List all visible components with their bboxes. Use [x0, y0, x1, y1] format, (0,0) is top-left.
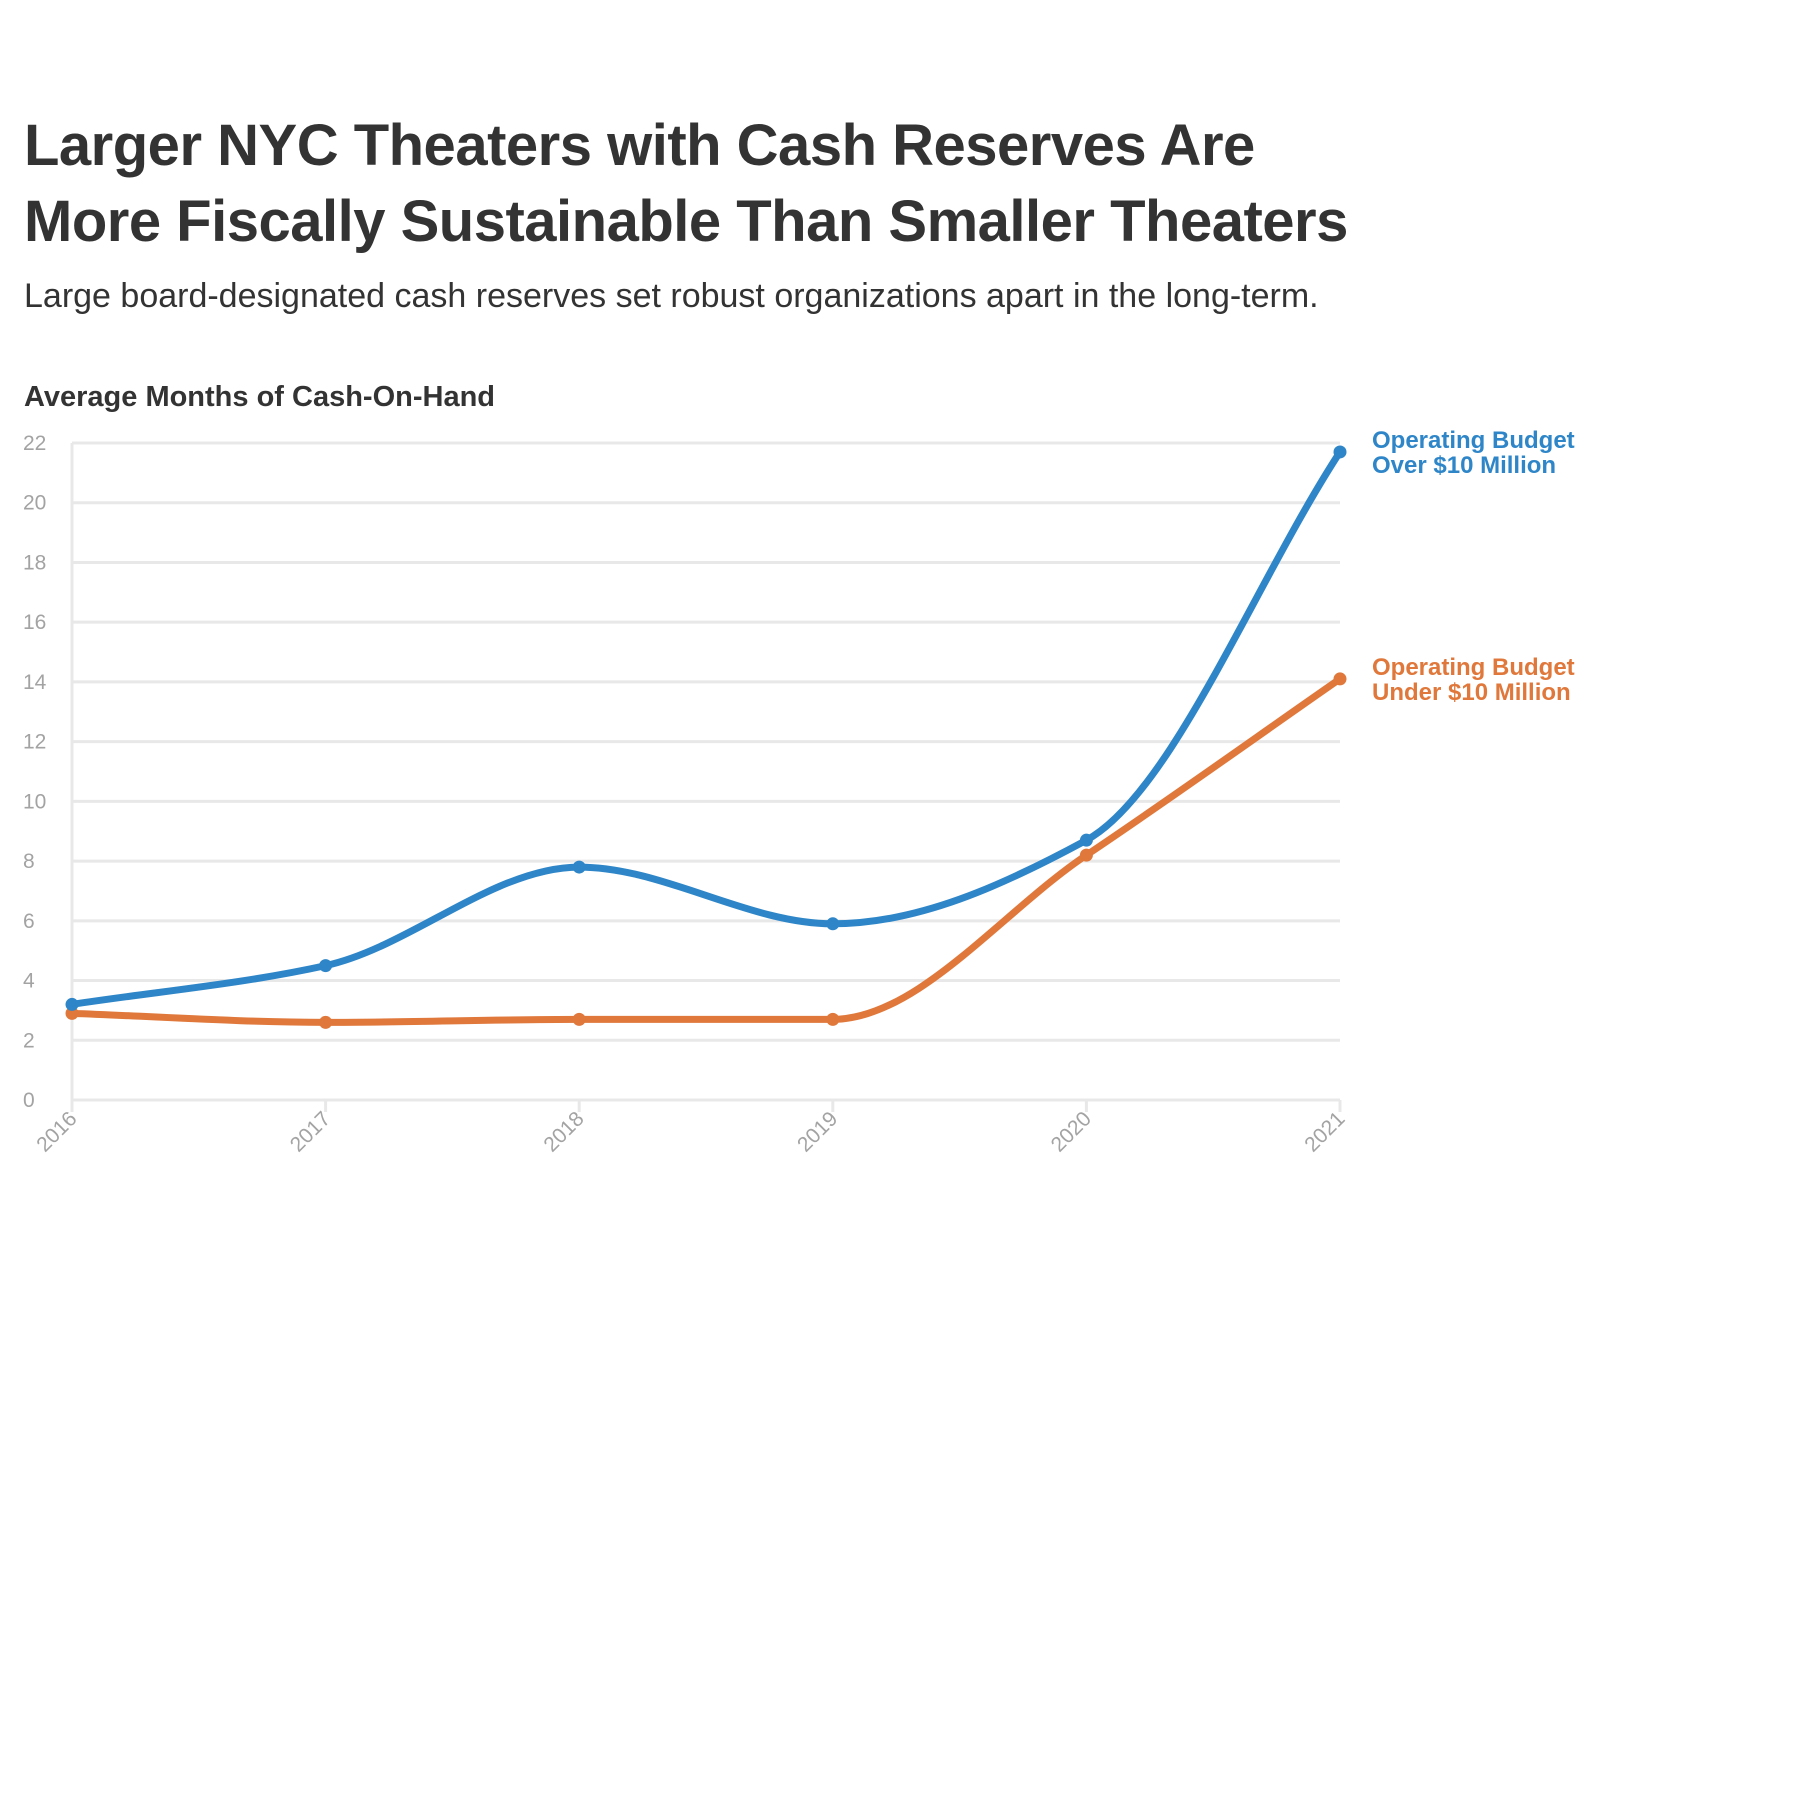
data-point-over-10m: [1333, 445, 1347, 459]
data-point-under-10m: [319, 1015, 333, 1029]
x-tick-label: 2021: [1300, 1107, 1349, 1156]
y-tick-label: 18: [23, 551, 46, 574]
y-tick-label: 16: [23, 611, 46, 634]
data-point-over-10m: [319, 959, 333, 973]
data-point-under-10m: [65, 1006, 79, 1020]
chart-title-line-1: Larger NYC Theaters with Cash Reserves A…: [24, 113, 1255, 178]
y-tick-label: 2: [23, 1029, 35, 1052]
data-point-under-10m: [572, 1012, 586, 1026]
y-tick-label: 12: [23, 731, 46, 754]
chart-title-line-2: More Fiscally Sustainable Than Smaller T…: [24, 189, 1348, 254]
data-point-over-10m: [65, 997, 79, 1011]
y-tick-label: 22: [23, 432, 46, 455]
x-tick-label: 2019: [793, 1107, 842, 1156]
y-tick-label: 8: [23, 850, 35, 873]
y-tick-label: 4: [23, 970, 35, 993]
series-label-line: Operating Budget: [1372, 427, 1575, 454]
y-tick-label: 20: [23, 492, 46, 515]
data-point-over-10m: [1079, 833, 1093, 847]
x-tick-label: 2020: [1047, 1107, 1096, 1156]
x-tick-label: 2018: [539, 1107, 588, 1156]
gridlines: [72, 441, 1340, 1102]
series-labels: Operating Budget Under $10 MillionOperati…: [1372, 427, 1575, 706]
y-tick-label: 0: [23, 1089, 35, 1112]
data-point-under-10m: [1079, 848, 1093, 862]
data-point-over-10m: [826, 917, 840, 931]
chart-title: Larger NYC Theaters with Cash Reserves A…: [24, 108, 1524, 260]
data-point-over-10m: [572, 860, 586, 874]
series-label-line: Over $10 Million: [1372, 452, 1556, 479]
x-tick-label: 2016: [32, 1107, 81, 1156]
series-lines: [65, 445, 1347, 1029]
data-point-under-10m: [826, 1012, 840, 1026]
y-axis-title: Average Months of Cash-On-Hand: [24, 381, 495, 413]
x-tick-label: 2017: [286, 1107, 335, 1156]
axes: 0 2 4 6 8 10 12 14 16 18 20 22 2016 2017 2018 2019 2020 2…: [23, 432, 1350, 1157]
chart-subtitle: Large board-designated cash reserves set…: [24, 277, 1319, 315]
y-tick-label: 10: [23, 790, 46, 813]
series-label-over-10m: Operating Budget Over $10 Million: [1372, 427, 1575, 479]
series-label-line: Operating Budget: [1372, 654, 1575, 681]
series-line-over-10m: [68, 448, 1344, 1008]
series-label-under-10m: Operating Budget Under $10 Million: [1372, 654, 1575, 706]
series-label-line: Under $10 Million: [1372, 679, 1571, 706]
data-point-under-10m: [1333, 672, 1347, 686]
y-tick-label: 14: [23, 671, 47, 694]
y-tick-label: 6: [23, 910, 35, 933]
series-line-under-10m: [68, 675, 1344, 1026]
